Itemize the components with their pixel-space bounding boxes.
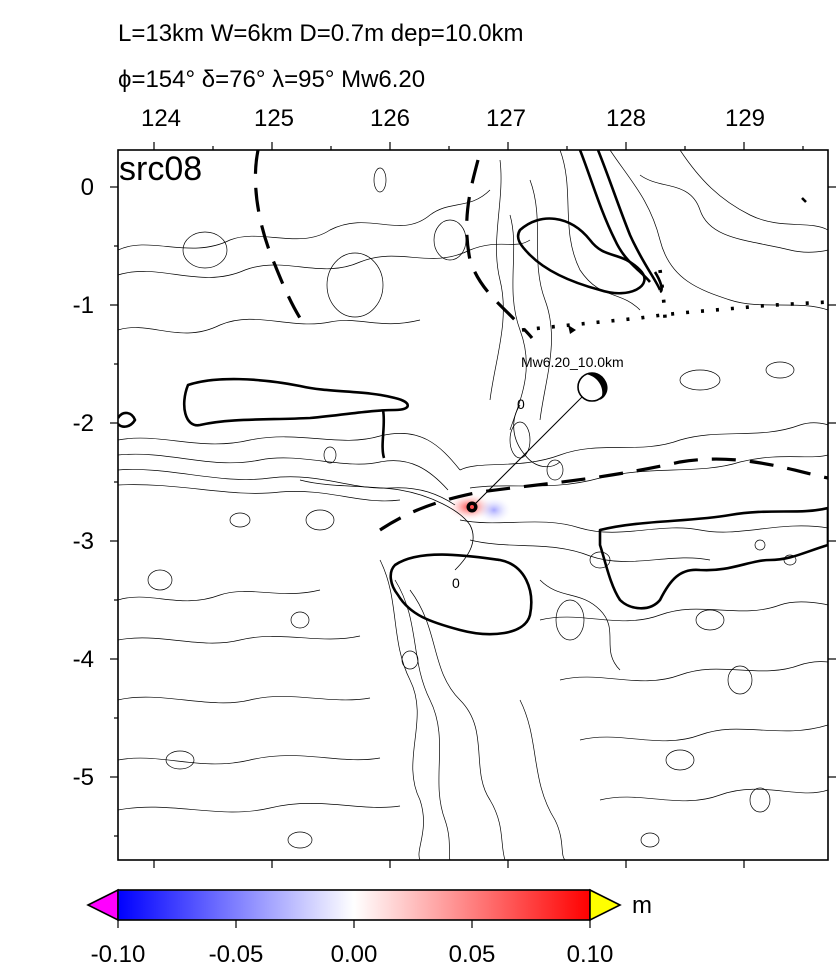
y-axis-labels: 0 -1 -2 -3 -4 -5 xyxy=(73,174,94,791)
colorbar-ramp xyxy=(117,889,591,921)
x-axis-labels: 124 125 126 127 128 129 xyxy=(141,105,765,132)
bathymetry-contours xyxy=(118,150,828,860)
x-tick-label: 126 xyxy=(370,105,410,132)
y-tick-label: -5 xyxy=(73,764,94,791)
colorbar-tick-label: -0.05 xyxy=(209,941,264,968)
x-tick-label: 128 xyxy=(606,105,646,132)
y-tick-label: -3 xyxy=(73,528,94,555)
colorbar: -0.10 -0.05 0.00 0.05 0.10 m xyxy=(86,888,652,968)
y-tick-label: -1 xyxy=(73,292,94,319)
colorbar-tick-label: 0.10 xyxy=(567,941,614,968)
y-axis-ticks xyxy=(110,186,836,837)
colorbar-unit: m xyxy=(632,892,652,919)
x-tick-label: 125 xyxy=(254,105,294,132)
map-area: Mw6.20_10.0km 0 0 src08 xyxy=(118,150,828,860)
epicenter-label: Mw6.20_10.0km xyxy=(521,354,624,370)
x-tick-label: 127 xyxy=(486,105,526,132)
contour-label-zero: 0 xyxy=(517,396,525,412)
coastline-contours xyxy=(118,150,828,636)
trench-lines xyxy=(253,150,828,532)
ridge-line xyxy=(521,269,828,332)
y-tick-label: 0 xyxy=(81,174,94,201)
panel-label: src08 xyxy=(119,150,202,188)
x-tick-label: 129 xyxy=(725,105,765,132)
colorbar-tick-label: -0.10 xyxy=(91,941,146,968)
y-tick-label: -4 xyxy=(73,646,94,673)
x-tick-label: 124 xyxy=(141,105,181,132)
leader-line xyxy=(471,386,593,508)
contour-label-zero: 0 xyxy=(452,575,460,591)
colorbar-tick-label: 0.00 xyxy=(331,941,378,968)
colorbar-over-triangle xyxy=(589,888,622,922)
triangle-marker xyxy=(568,325,576,334)
map-frame xyxy=(117,149,829,861)
source-parameters-title: L=13km W=6km D=0.7m dep=10.0km xyxy=(118,20,524,47)
focal-mechanism-icon xyxy=(577,372,608,402)
y-tick-label: -2 xyxy=(73,410,94,437)
colorbar-under-triangle xyxy=(86,888,119,922)
x-axis-ticks xyxy=(153,142,804,868)
colorbar-tick-label: 0.05 xyxy=(449,941,496,968)
mechanism-title: ϕ=154° δ=76° λ=95° Mw6.20 xyxy=(118,66,426,93)
subsidence-patch xyxy=(476,496,512,524)
